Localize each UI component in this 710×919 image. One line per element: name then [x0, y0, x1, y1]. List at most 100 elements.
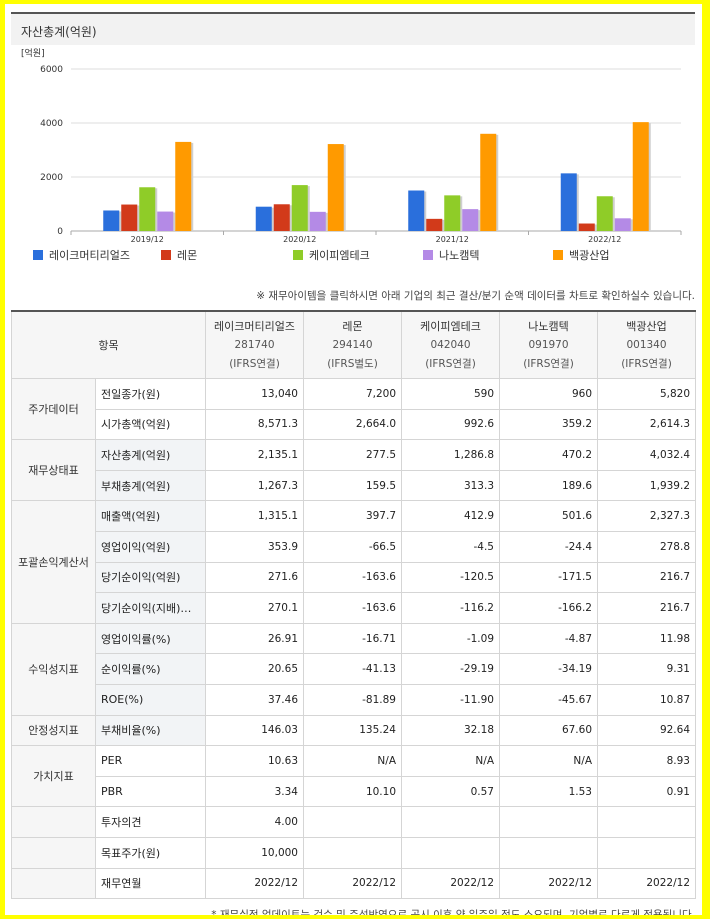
row-label[interactable]: ROE(%): [95, 683, 206, 716]
row-label[interactable]: 영업이익(억원): [95, 530, 206, 563]
value-cell: 2022/12: [499, 867, 598, 900]
company-header[interactable]: 레몬 294140 (IFRS별도): [303, 310, 402, 379]
x-tick-label: 2022/12: [588, 235, 621, 244]
value-cell: 270.1: [205, 592, 304, 624]
row-label: 목표주가(원): [95, 836, 206, 869]
bar: [103, 210, 120, 231]
row-label[interactable]: 자산총계(억원): [95, 439, 206, 471]
value-cell: -34.19: [499, 653, 598, 685]
company-header[interactable]: 백광산업 001340 (IFRS연결): [597, 310, 696, 379]
bar: [462, 209, 479, 231]
legend-label: 케이피엠테크: [309, 249, 370, 262]
row-label[interactable]: 당기순이익(지배)…: [95, 592, 206, 624]
bar: [596, 196, 613, 231]
value-cell: 2022/12: [205, 867, 304, 900]
legend-swatch: [553, 250, 563, 260]
bar: [578, 223, 595, 231]
bar: [614, 218, 631, 231]
row-label: 재무연월: [95, 867, 206, 900]
x-tick-label: 2020/12: [283, 235, 316, 244]
value-cell: 10.87: [597, 683, 696, 716]
table-row: 투자의견 4.00: [11, 806, 696, 838]
company-name: 나노캠텍: [528, 319, 569, 333]
value-cell: -166.2: [499, 592, 598, 624]
notice-text: ※ 재무아이템을 클릭하시면 아래 기업의 최근 결산/분기 순액 데이터를 차…: [256, 290, 695, 302]
row-label[interactable]: 순이익률(%): [95, 653, 206, 685]
legend-label: 나노캠텍: [439, 249, 479, 262]
value-cell: 32.18: [401, 714, 500, 747]
value-cell: -171.5: [499, 561, 598, 594]
chart-title: 자산총계(억원): [21, 25, 97, 39]
value-cell: 2,135.1: [205, 439, 304, 471]
value-cell: 470.2: [499, 439, 598, 471]
footnote: * 재무실적 업데이트는 검수 및 주석반영으로 공시 이후 약 일주일 정도 …: [211, 909, 695, 915]
value-cell: [499, 836, 598, 869]
value-cell: -4.87: [499, 622, 598, 655]
value-cell: -11.90: [401, 683, 500, 716]
row-label[interactable]: 당기순이익(억원): [95, 561, 206, 594]
value-cell: 189.6: [499, 469, 598, 502]
value-cell: -45.67: [499, 683, 598, 716]
row-label: 전일종가(원): [95, 378, 206, 410]
value-cell: -163.6: [303, 592, 402, 624]
table-row: 가치지표 PER 10.63 N/A N/A N/A 8.93: [11, 745, 696, 808]
value-cell: [401, 806, 500, 838]
company-code: 042040: [430, 338, 471, 351]
value-cell: 353.9: [205, 530, 304, 563]
value-cell: 9.31: [597, 653, 696, 685]
table-row: 주가데이터 전일종가(원) 13,040 7,200 590 960 5,820: [11, 377, 696, 441]
value-cell: 992.6: [401, 408, 500, 441]
bar: [139, 187, 156, 231]
legend-label: 레몬: [177, 249, 197, 262]
company-code: 001340: [626, 338, 667, 351]
table-body: 주가데이터 전일종가(원) 13,040 7,200 590 960 5,820 시가총액(억…: [11, 377, 696, 900]
row-label[interactable]: 부채비율(%): [95, 714, 206, 747]
chart-header: 자산총계(억원): [11, 12, 695, 45]
legend-swatch: [293, 250, 303, 260]
bar: [444, 195, 461, 231]
company-name: 레몬: [342, 319, 363, 333]
table-row: 재무연월 2022/12 2022/12 2022/12 2022/12 2022/12: [11, 867, 696, 900]
table-header-row: 항목 레이크머티리얼즈 281740 (IFRS연결) 레몬 294140 (IFRS별도…: [11, 310, 696, 379]
row-group-label: 가치지표: [11, 745, 96, 808]
company-header[interactable]: 케이피엠테크 042040 (IFRS연결): [401, 310, 500, 379]
y-tick-label: 0: [57, 227, 63, 237]
value-cell: -41.13: [303, 653, 402, 685]
value-cell: 271.6: [205, 561, 304, 594]
value-cell: 501.6: [499, 500, 598, 532]
value-cell: 7,200: [303, 378, 402, 410]
asset-total-bar-chart: [억원] 6000 4000 2000 0 2019/12 2020/12 2021/12 20…: [21, 47, 682, 262]
value-cell: -16.71: [303, 622, 402, 655]
value-cell: 92.64: [597, 714, 696, 747]
table-row: ROE(%) 37.46 -81.89 -11.90 -45.67 10.87: [12, 683, 696, 716]
value-cell: 397.7: [303, 500, 402, 532]
row-group-label: [11, 836, 96, 869]
company-header[interactable]: 나노캠텍 091970 (IFRS연결): [499, 310, 598, 379]
value-cell: 1,267.3: [205, 469, 304, 502]
y-tick-label: 2000: [40, 173, 63, 183]
row-label[interactable]: 부채총계(억원): [95, 469, 206, 502]
company-header[interactable]: 레이크머티리얼즈 281740 (IFRS연결): [205, 310, 304, 379]
value-cell: 313.3: [401, 469, 500, 502]
bar: [175, 141, 192, 231]
bar: [255, 206, 272, 231]
value-cell: 412.9: [401, 500, 500, 532]
bar: [560, 173, 577, 231]
row-label[interactable]: 매출액(억원): [95, 500, 206, 532]
value-cell: 1.53: [499, 775, 598, 808]
table-row: 수익성지표 영업이익률(%) 26.91 -16.71 -1.09 -4.87 11.98: [11, 622, 696, 716]
company-name: 레이크머티리얼즈: [214, 319, 295, 333]
row-group-label: 주가데이터: [11, 377, 96, 441]
table-header: 항목 레이크머티리얼즈 281740 (IFRS연결) 레몬 294140 (IFRS별도…: [11, 310, 696, 379]
company-name: 백광산업: [626, 319, 667, 333]
row-label[interactable]: 영업이익률(%): [95, 622, 206, 655]
value-cell: 159.5: [303, 469, 402, 502]
value-cell: 11.98: [597, 622, 696, 655]
bar: [273, 204, 290, 231]
company-name: 케이피엠테크: [420, 319, 481, 333]
value-cell: 8,571.3: [205, 408, 304, 441]
value-cell: 2,614.3: [597, 408, 696, 441]
row-group-label: 포괄손익계산서: [11, 500, 96, 624]
table-row: 목표주가(원) 10,000: [11, 836, 696, 869]
value-cell: 0.57: [401, 775, 500, 808]
